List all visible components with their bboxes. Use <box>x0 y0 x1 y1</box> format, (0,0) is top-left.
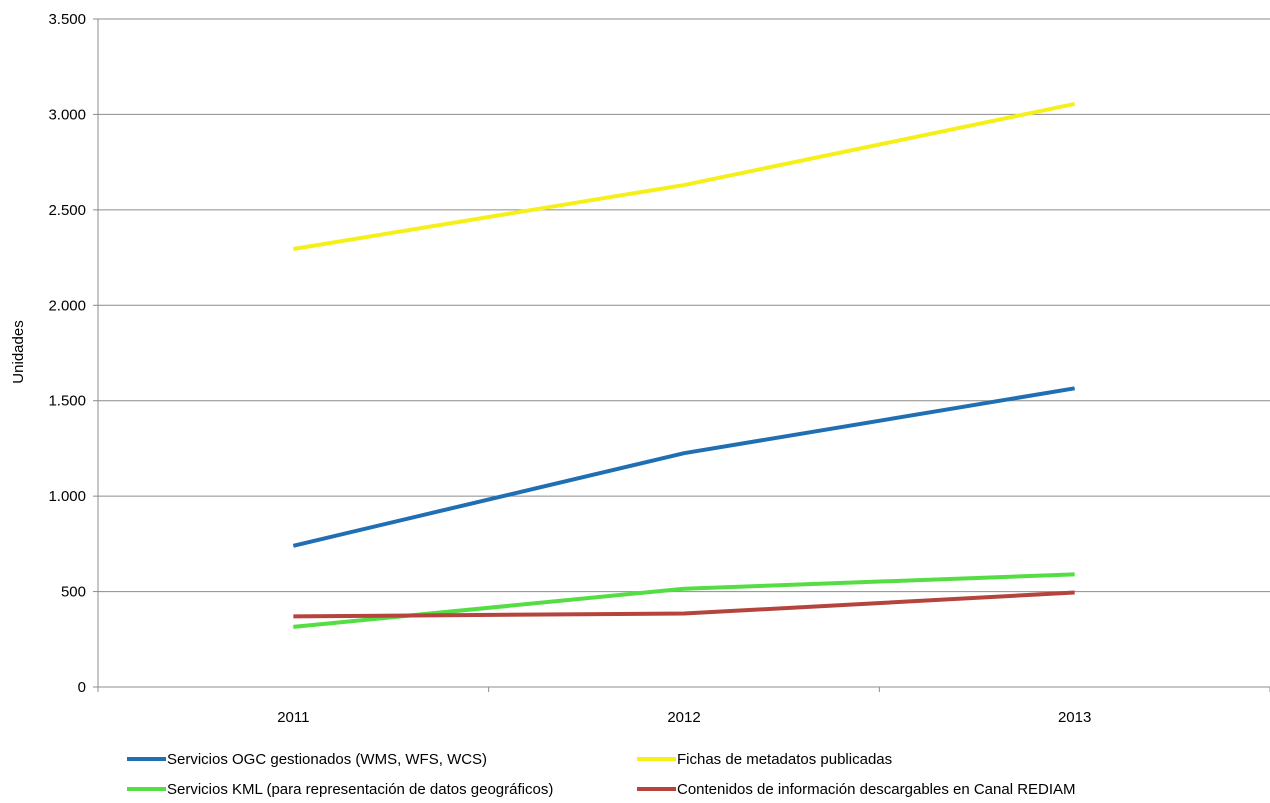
series-lines <box>292 101 1076 629</box>
legend: Servicios OGC gestionados (WMS, WFS, WCS… <box>127 751 1076 798</box>
x-tick-label: 2011 <box>277 709 309 726</box>
legend-label: Contenidos de información descargables e… <box>677 781 1076 798</box>
y-tick-label: 500 <box>61 584 86 601</box>
y-tick-label: 1.000 <box>48 488 86 505</box>
legend-label: Servicios KML (para representación de da… <box>167 781 553 798</box>
series-line-2 <box>293 101 1076 251</box>
series-line-4 <box>293 590 1075 619</box>
series-line-1 <box>292 386 1075 548</box>
y-tick-label: 1.500 <box>48 393 86 410</box>
x-tick-label: 2012 <box>667 709 700 726</box>
legend-label: Fichas de metadatos publicadas <box>677 751 892 768</box>
axes <box>93 18 1270 692</box>
y-axis-title: Unidades <box>10 320 27 383</box>
y-tick-label: 3.000 <box>48 106 86 123</box>
y-tick-label: 2.000 <box>48 297 86 314</box>
y-tick-label: 2.500 <box>48 202 86 219</box>
legend-label: Servicios OGC gestionados (WMS, WFS, WCS… <box>167 751 487 768</box>
x-tick-label: 2013 <box>1058 709 1091 726</box>
gridlines <box>98 18 1270 593</box>
y-tick-label: 0 <box>78 679 86 696</box>
x-tick-labels: 2011 2012 2013 <box>277 709 1091 726</box>
y-tick-labels: 0 500 1.000 1.500 2.000 2.500 3.000 3.500 <box>48 11 86 696</box>
y-tick-label: 3.500 <box>48 11 86 28</box>
